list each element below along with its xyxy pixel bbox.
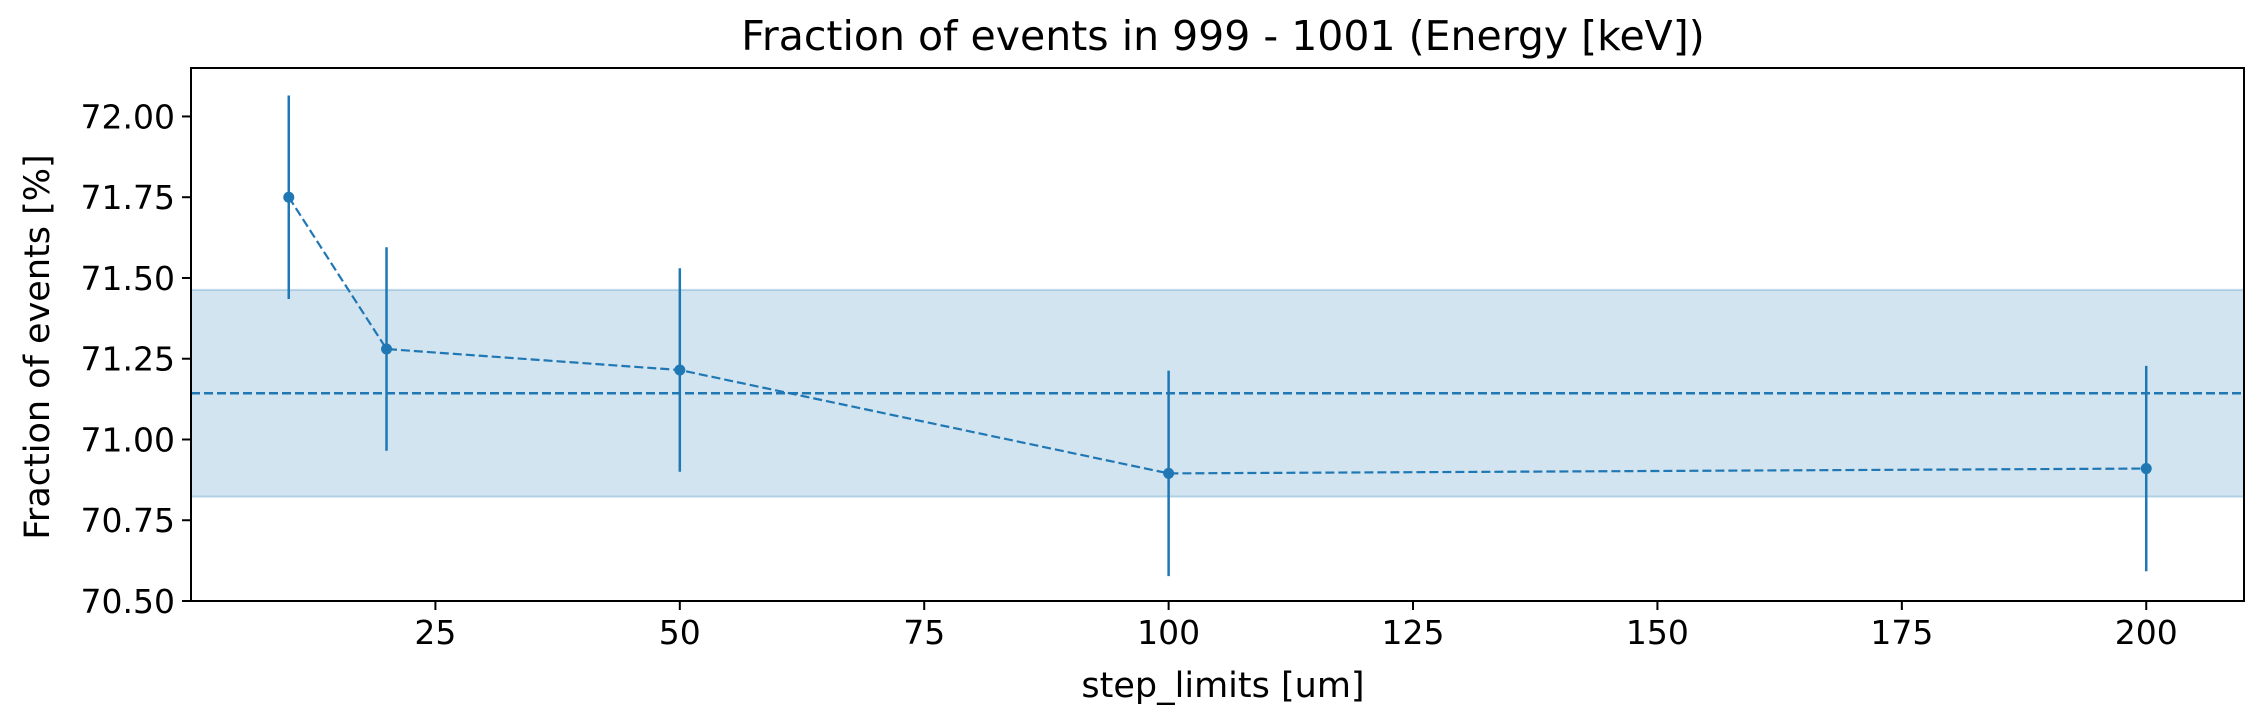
axes-frame [190,67,2245,602]
x-tick-label: 25 [414,613,456,652]
y-tick-label: 71.25 [81,340,175,379]
data-point [283,191,295,203]
y-tick-label: 71.00 [81,420,175,459]
axes: 25 50 75 100 125 150 175 200 70.50 70.75 71.00 71.2… [81,67,2245,652]
x-tick-label: 50 [659,613,701,652]
x-tick-label: 200 [2115,613,2178,652]
x-tick-label: 175 [1870,613,1933,652]
data-point [2140,463,2152,475]
y-axis-label: Fraction of events [%] [18,154,58,539]
y-tick-label: 70.75 [81,501,175,540]
x-tick-label: 150 [1626,613,1689,652]
data-point [1163,467,1175,479]
chart-title: Fraction of events in 999 - 1001 (Energy… [741,12,1704,60]
x-tick-label: 100 [1137,613,1200,652]
y-tick-label: 71.50 [81,259,175,298]
data-point [381,343,393,355]
x-axis-label: step_limits [um] [1081,666,1364,706]
y-tick-label: 70.50 [81,582,175,621]
y-tick-label: 71.75 [81,178,175,217]
plot-area [191,95,2244,577]
y-tick-label: 72.00 [81,97,175,136]
x-tick-label: 75 [903,613,945,652]
data-point [674,364,686,376]
x-tick-label: 125 [1382,613,1445,652]
